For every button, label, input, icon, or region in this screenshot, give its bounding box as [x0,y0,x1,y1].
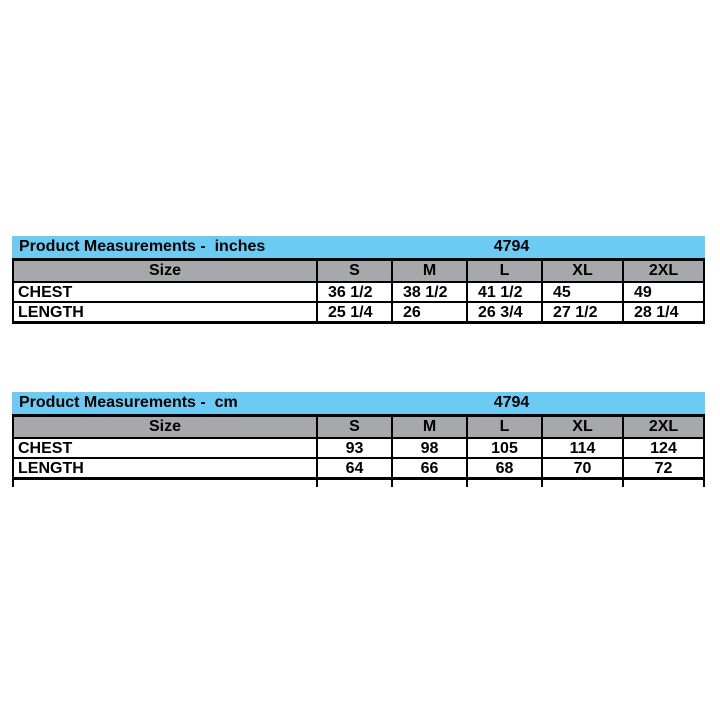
measurement-row-chest: CHEST 93 98 105 114 124 [14,437,703,457]
chest-value-m: 98 [391,439,466,457]
cutoff-next-row [12,480,705,487]
size-header-row: Size S M L XL 2XL [14,417,703,437]
length-value-s: 25 1/4 [316,303,391,321]
row-label: CHEST [18,284,73,301]
style-code: 4794 [493,394,530,411]
length-value-l: 26 3/4 [466,303,541,321]
column-header-2xl: 2XL [622,261,703,281]
column-header-xl: XL [541,261,622,281]
chest-value-m: 38 1/2 [391,283,466,301]
cutoff-cell [466,480,541,487]
cutoff-cell [391,480,466,487]
column-header-l: L [466,417,541,437]
chest-value-xl: 45 [541,283,622,301]
row-label: LENGTH [18,304,84,321]
cutoff-cell [316,480,391,487]
measurement-table: Size S M L XL 2XL CHEST 36 1/2 38 1/2 41… [12,258,705,324]
column-header-2xl: 2XL [622,417,703,437]
length-value-xl: 27 1/2 [541,303,622,321]
chest-value-l: 41 1/2 [466,283,541,301]
row-label: CHEST [18,440,73,457]
cutoff-cell [14,480,316,487]
column-header-xl: XL [541,417,622,437]
size-header-row: Size S M L XL 2XL [14,261,703,281]
table-title: Product Measurements - cm [19,394,238,411]
cutoff-cell [541,480,622,487]
length-value-2xl: 72 [622,459,703,477]
cutoff-cell [622,480,703,487]
measurement-table: Size S M L XL 2XL CHEST 93 98 105 114 12… [12,414,705,480]
column-header-s: S [316,417,391,437]
chest-value-l: 105 [466,439,541,457]
measurement-row-chest: CHEST 36 1/2 38 1/2 41 1/2 45 49 [14,281,703,301]
measurement-row-length: LENGTH 25 1/4 26 26 3/4 27 1/2 28 1/4 [14,301,703,321]
size-chart-inches: Product Measurements - inches 4794 Size … [12,236,705,324]
column-header-m: M [391,261,466,281]
length-value-s: 64 [316,459,391,477]
style-code: 4794 [493,238,530,255]
length-value-m: 26 [391,303,466,321]
length-value-2xl: 28 1/4 [622,303,703,321]
column-header-s: S [316,261,391,281]
size-column-header: Size [148,262,181,279]
length-value-xl: 70 [541,459,622,477]
chest-value-s: 93 [316,439,391,457]
table-header-bar: Product Measurements - inches 4794 [12,236,705,258]
size-chart-cm: Product Measurements - cm 4794 Size S M … [12,392,705,487]
chest-value-2xl: 49 [622,283,703,301]
column-header-l: L [466,261,541,281]
chest-value-2xl: 124 [622,439,703,457]
chest-value-s: 36 1/2 [316,283,391,301]
length-value-m: 66 [391,459,466,477]
size-column-header: Size [148,418,181,435]
chest-value-xl: 114 [541,439,622,457]
table-header-bar: Product Measurements - cm 4794 [12,392,705,414]
table-title: Product Measurements - inches [19,238,266,255]
length-value-l: 68 [466,459,541,477]
row-label: LENGTH [18,460,84,477]
measurement-row-length: LENGTH 64 66 68 70 72 [14,457,703,477]
column-header-m: M [391,417,466,437]
